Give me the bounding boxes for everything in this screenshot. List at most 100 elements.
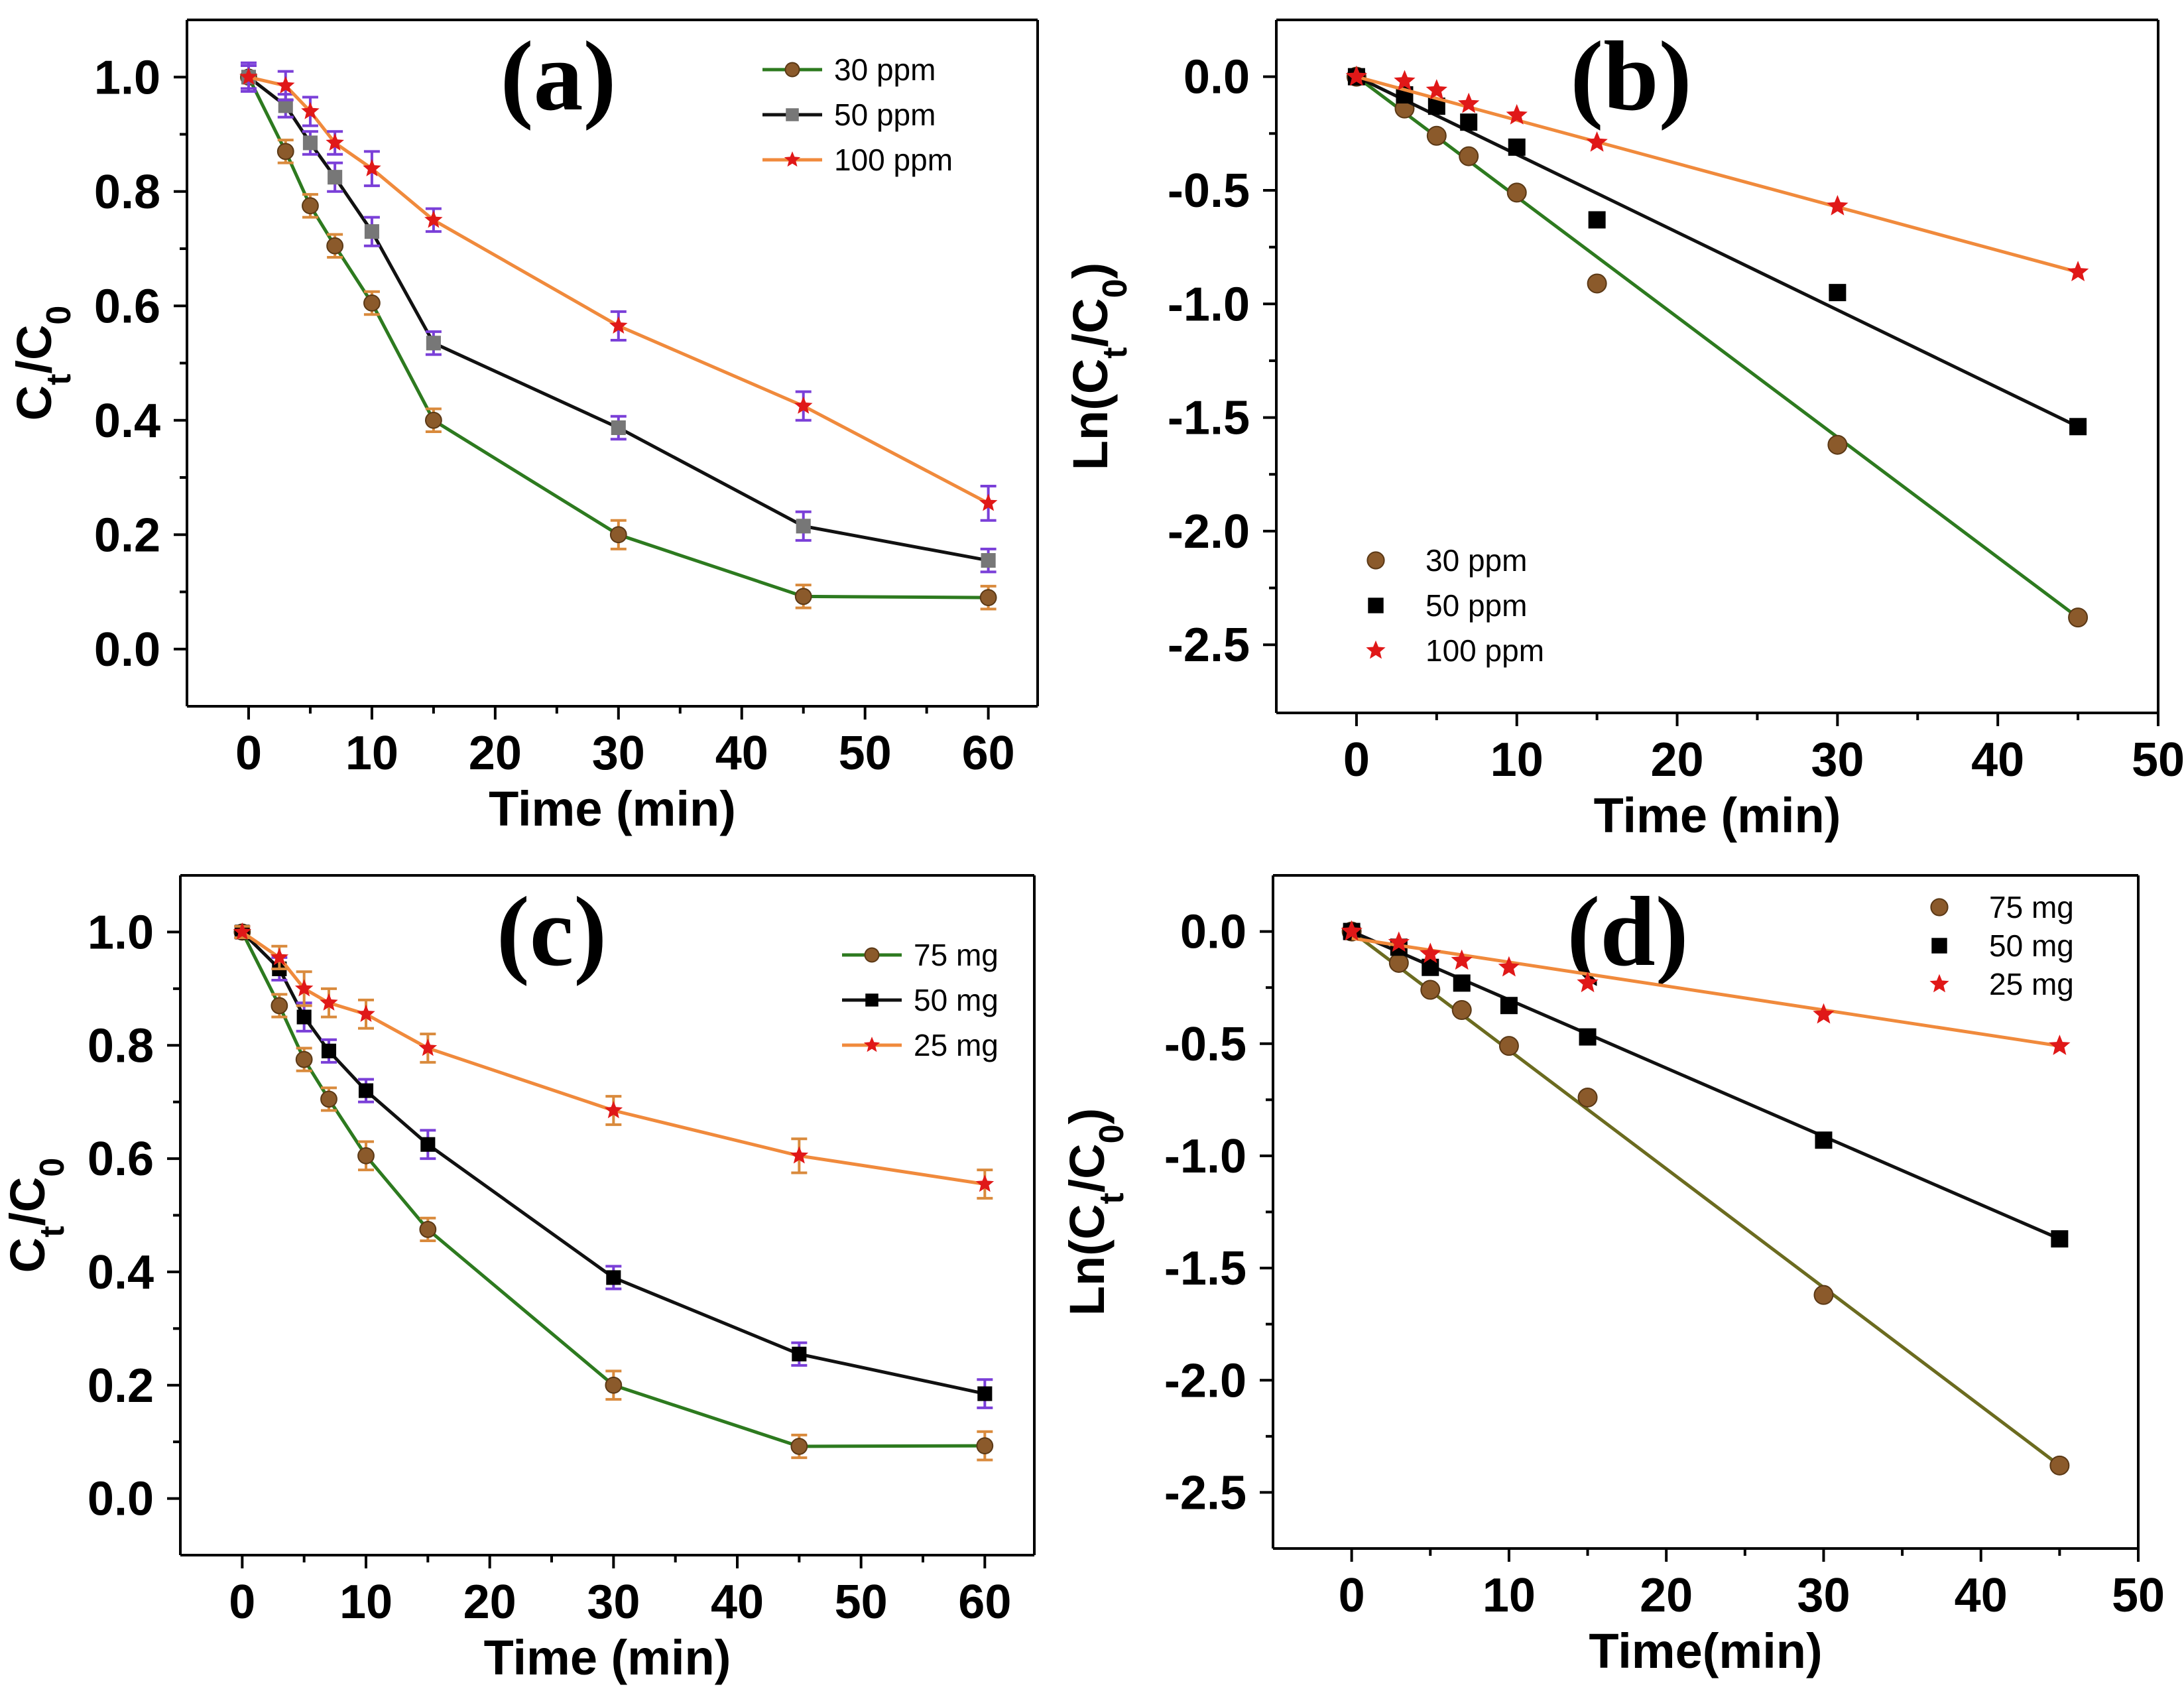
x-axis-title: Time (min) [1594, 788, 1841, 843]
x-tick-label: 30 [587, 1576, 640, 1629]
y-tick-label: -2.0 [1164, 1354, 1246, 1407]
data-point [276, 76, 295, 94]
data-point [302, 197, 319, 215]
panel-c: 0 10 20 30 40 50 60 0.0 0.2 0.4 0.6 0.8 1.0 Time (min… [0, 874, 1036, 1685]
y-tick-label: 0.2 [88, 1359, 154, 1413]
legend-label: 30 ppm [834, 52, 936, 87]
data-point [321, 1043, 337, 1058]
y-tick-label: -1.5 [1164, 1242, 1246, 1295]
data-point [419, 1220, 437, 1238]
data-point [1587, 273, 1607, 294]
data-point [1451, 949, 1473, 970]
data-point [1458, 92, 1480, 113]
data-point [1588, 211, 1606, 229]
x-tick-label: 20 [463, 1576, 516, 1629]
legend-label: 50 ppm [1426, 588, 1527, 623]
data-point [328, 170, 343, 185]
x-tick-label: 40 [715, 727, 768, 780]
y-tick-label: 0.6 [94, 280, 160, 333]
data-point [790, 1146, 809, 1164]
y-axis-title: Ln(Ct/C0) [1063, 263, 1134, 470]
y-tick-label: 0.0 [94, 623, 160, 676]
data-point [794, 396, 813, 414]
legend-marker [1366, 551, 1385, 570]
series-square [1347, 68, 2087, 436]
series-circle [240, 64, 997, 611]
fit-line [1351, 930, 2061, 1467]
x-tick-label: 40 [1955, 1569, 2008, 1622]
data-point [1453, 974, 1471, 992]
fit-line [1355, 75, 2079, 619]
data-point [2068, 607, 2089, 628]
series-circle [233, 923, 994, 1462]
data-point [357, 1004, 375, 1022]
legend-marker [786, 108, 799, 121]
y-tick-label: -0.5 [1168, 164, 1250, 218]
data-point [2049, 1455, 2070, 1476]
x-tick-label: 50 [2132, 733, 2184, 787]
data-point [363, 158, 381, 176]
x-tick-label: 0 [1339, 1569, 1365, 1622]
data-point [1829, 284, 1847, 302]
x-tick-label: 40 [711, 1576, 764, 1629]
data-point [979, 493, 998, 511]
y-tick-label: 0.0 [88, 1473, 154, 1526]
data-point [1341, 920, 1363, 941]
panel-a: 0 10 20 30 40 50 60 0.0 0.2 0.4 0.6 0.8 1.0 Time (min… [7, 19, 1039, 836]
data-point [609, 316, 628, 334]
data-point [1426, 125, 1447, 146]
x-tick-label: 50 [2112, 1569, 2165, 1622]
y-tick-label: 0.6 [88, 1133, 154, 1186]
data-point [609, 526, 627, 544]
y-tick-label: -1.0 [1164, 1130, 1246, 1183]
legend-entry: 75 mg [1930, 890, 2074, 924]
data-point [426, 336, 441, 351]
data-point [276, 143, 294, 160]
data-point [1579, 1028, 1597, 1046]
x-axis-title: Time (min) [489, 781, 736, 836]
data-point [1345, 65, 1368, 86]
legend-marker [865, 993, 879, 1007]
y-tick-label: -2.0 [1168, 505, 1250, 558]
x-tick-label: 30 [1797, 1569, 1850, 1622]
legend-entry: 75 mg [842, 938, 999, 972]
data-point [611, 420, 626, 436]
x-tick-label: 20 [469, 727, 522, 780]
data-point [278, 98, 293, 113]
data-point [1815, 1131, 1833, 1149]
legend-entry: 25 mg [842, 1028, 999, 1062]
y-tick-label: 1.0 [94, 51, 160, 104]
data-point [1508, 138, 1526, 156]
x-axis-title: Time (min) [484, 1630, 731, 1685]
legend-marker [863, 1037, 880, 1052]
data-point [794, 588, 812, 605]
x-tick-label: 30 [1811, 733, 1864, 787]
legend-marker [1930, 898, 1949, 917]
legend-label: 100 ppm [834, 143, 953, 177]
data-point [358, 1083, 374, 1098]
data-point [981, 553, 996, 568]
data-point [1813, 1285, 1834, 1305]
data-point [1498, 956, 1520, 977]
legend-marker [784, 62, 800, 78]
y-tick-label: -1.0 [1168, 278, 1250, 331]
y-tick-label: 0.4 [88, 1246, 154, 1299]
y-tick-label: -0.5 [1164, 1018, 1246, 1071]
data-point [2049, 1035, 2071, 1055]
data-point [1394, 70, 1416, 91]
data-point [1498, 1036, 1519, 1056]
legend-marker [784, 151, 801, 167]
x-tick-label: 30 [592, 727, 645, 780]
series-star [233, 922, 995, 1200]
data-point [1827, 434, 1848, 455]
legend-entry: 25 mg [1929, 967, 2074, 1001]
x-tick-label: 20 [1640, 1569, 1693, 1622]
legend-label: 100 ppm [1426, 633, 1544, 668]
data-point [1577, 972, 1599, 993]
data-point [295, 1050, 313, 1068]
data-point [1459, 146, 1479, 166]
legend-entry: 50 ppm [762, 97, 936, 132]
data-point [977, 1386, 993, 1401]
panel-d: 0 10 20 30 40 50 0.0 -0.5 -1.0 -1.5 -2.0 -2.5 Time(m… [1060, 874, 2165, 1678]
